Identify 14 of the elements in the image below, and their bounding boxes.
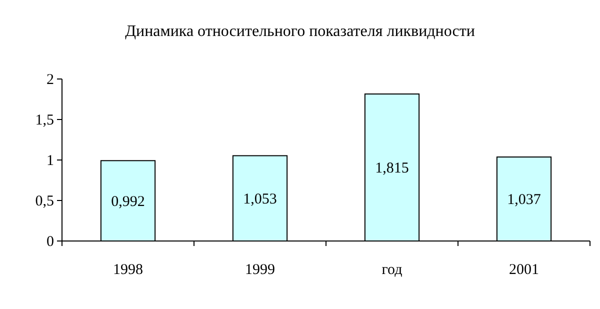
data-label: 1,053 [243, 191, 277, 208]
data-label: 1,037 [507, 192, 542, 208]
y-tick-label: 0,5 [35, 193, 54, 210]
y-tick-label: 0 [46, 234, 54, 250]
x-tick-label: 1999 [245, 262, 275, 278]
x-tick-label: 2001 [509, 262, 539, 278]
chart-title: Динамика относительного показателя ликвидности [125, 23, 476, 40]
data-label: 1,815 [375, 160, 409, 176]
y-tick-label: 1 [46, 152, 54, 169]
x-tick-label: 1998 [113, 262, 143, 278]
y-tick-label: 1,5 [35, 112, 54, 128]
y-tick-label: 2 [46, 72, 54, 88]
x-tick-label: год [382, 262, 403, 278]
data-label: 0,992 [111, 194, 145, 210]
